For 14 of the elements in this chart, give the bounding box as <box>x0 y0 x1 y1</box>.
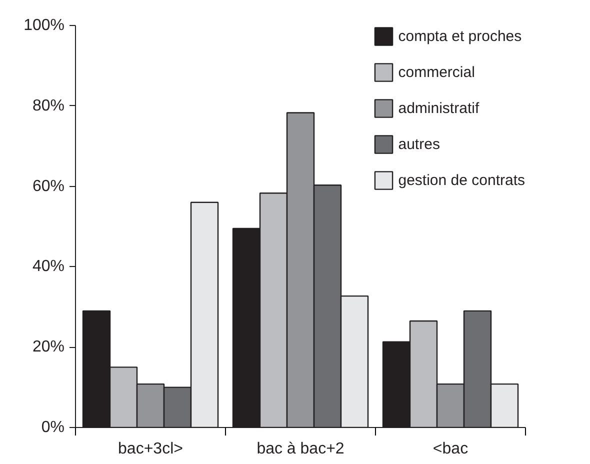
y-tick-label: 40% <box>32 258 65 276</box>
y-tick-label: 80% <box>32 97 65 114</box>
legend-label: commercial <box>398 64 475 80</box>
x-tick-label: bac à bac+2 <box>256 440 344 458</box>
y-tick-label: 100% <box>24 17 64 34</box>
x-tick-label: <bac <box>432 440 468 458</box>
legend-label: administratif <box>398 100 480 116</box>
y-tick-label: 0% <box>41 419 64 436</box>
legend-label: gestion de contrats <box>398 172 525 188</box>
legend-label: autres <box>398 136 440 152</box>
x-tick-label: bac+3cl> <box>118 440 183 458</box>
y-tick-label: 20% <box>32 338 65 356</box>
legend-label: compta et proches <box>398 28 522 44</box>
y-tick-label: 60% <box>32 178 65 195</box>
